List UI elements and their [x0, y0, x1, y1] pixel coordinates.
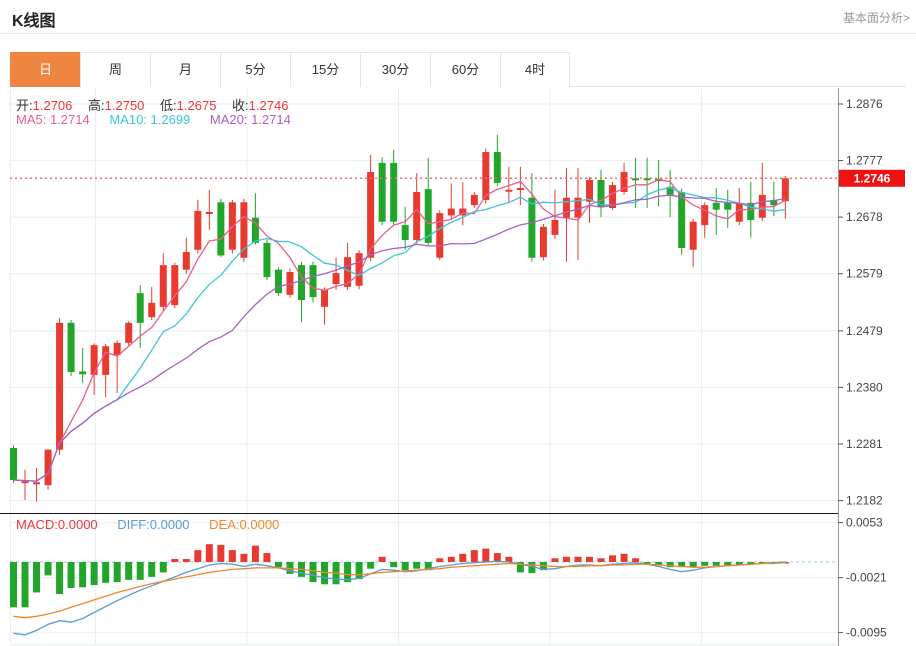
price-axis: 1.2876 1.2777 1.2678 1.2579 1.2479 1.2380 1.22…	[838, 88, 887, 646]
ma-readout: MA5: 1.2714 MA10: 1.2699 MA20: 1.2714	[16, 112, 307, 127]
price-tick-label: 1.2281	[846, 437, 883, 451]
ma20-line	[13, 194, 786, 482]
open-label: 开:	[16, 98, 33, 113]
price-tick-label: 1.2777	[846, 154, 883, 168]
ma5-readout: MA5: 1.2714	[16, 112, 90, 127]
tab-month[interactable]: 月	[150, 52, 220, 87]
svg-text:1.2746: 1.2746	[854, 171, 891, 185]
macd-tick-label: 0.0053	[846, 516, 883, 530]
diff-value: DIFF:0.0000	[117, 517, 190, 532]
price-tick-label: 1.2380	[846, 380, 883, 394]
low-label: 低:	[160, 98, 177, 113]
fundamental-analysis-link[interactable]: 基本面分析>	[842, 11, 910, 25]
high-label: 高:	[88, 98, 105, 113]
macd-readout: MACD:0.0000 DIFF:0.0000 DEA:0.0000	[16, 517, 295, 532]
dea-line	[13, 562, 786, 619]
tab-5min[interactable]: 5分	[220, 52, 290, 87]
tab-day[interactable]: 日	[10, 52, 80, 87]
timeframe-tabs: 日 周 月 5分 15分 30分 60分 4时	[10, 52, 906, 87]
tab-60min[interactable]: 60分	[430, 52, 500, 87]
price-tick-label: 1.2876	[846, 97, 883, 111]
low-value: 1.2675	[176, 98, 217, 113]
price-tick-label: 1.2579	[846, 267, 883, 281]
macd-value: MACD:0.0000	[16, 517, 98, 532]
price-tick-label: 1.2182	[846, 494, 883, 508]
kline-chart: 1.2746 1.2876 1.2777 1.2678 1.2579 1.2479 1.23…	[0, 88, 905, 646]
page-title: K线图	[12, 13, 56, 30]
dea-value: DEA:0.0000	[209, 517, 280, 532]
macd-tick-label: -0.0095	[846, 626, 887, 640]
price-tick-label: 1.2479	[846, 324, 883, 338]
ma10-line	[13, 186, 786, 482]
current-price-badge: 1.2746	[839, 169, 905, 187]
ma5-line	[13, 179, 786, 482]
tab-4hour[interactable]: 4时	[500, 52, 570, 87]
open-value: 1.2706	[32, 98, 73, 113]
grid-layer	[10, 88, 838, 645]
close-value: 1.2746	[248, 98, 289, 113]
tab-week[interactable]: 周	[80, 52, 150, 87]
macd-tick-label: -0.0021	[846, 571, 887, 585]
tab-30min[interactable]: 30分	[360, 52, 430, 87]
ohlc-readout: 开:1.2706 高:1.2750 低:1.2675 收:1.2746	[16, 95, 300, 114]
close-label: 收:	[232, 98, 249, 113]
tab-15min[interactable]: 15分	[290, 52, 360, 87]
macd-histogram	[10, 544, 789, 608]
ma20-readout: MA20: 1.2714	[209, 112, 291, 127]
high-value: 1.2750	[104, 98, 145, 113]
header-divider	[0, 33, 916, 34]
ma10-readout: MA10: 1.2699	[109, 112, 191, 127]
candles-layer	[10, 134, 789, 502]
price-tick-label: 1.2678	[846, 210, 883, 224]
